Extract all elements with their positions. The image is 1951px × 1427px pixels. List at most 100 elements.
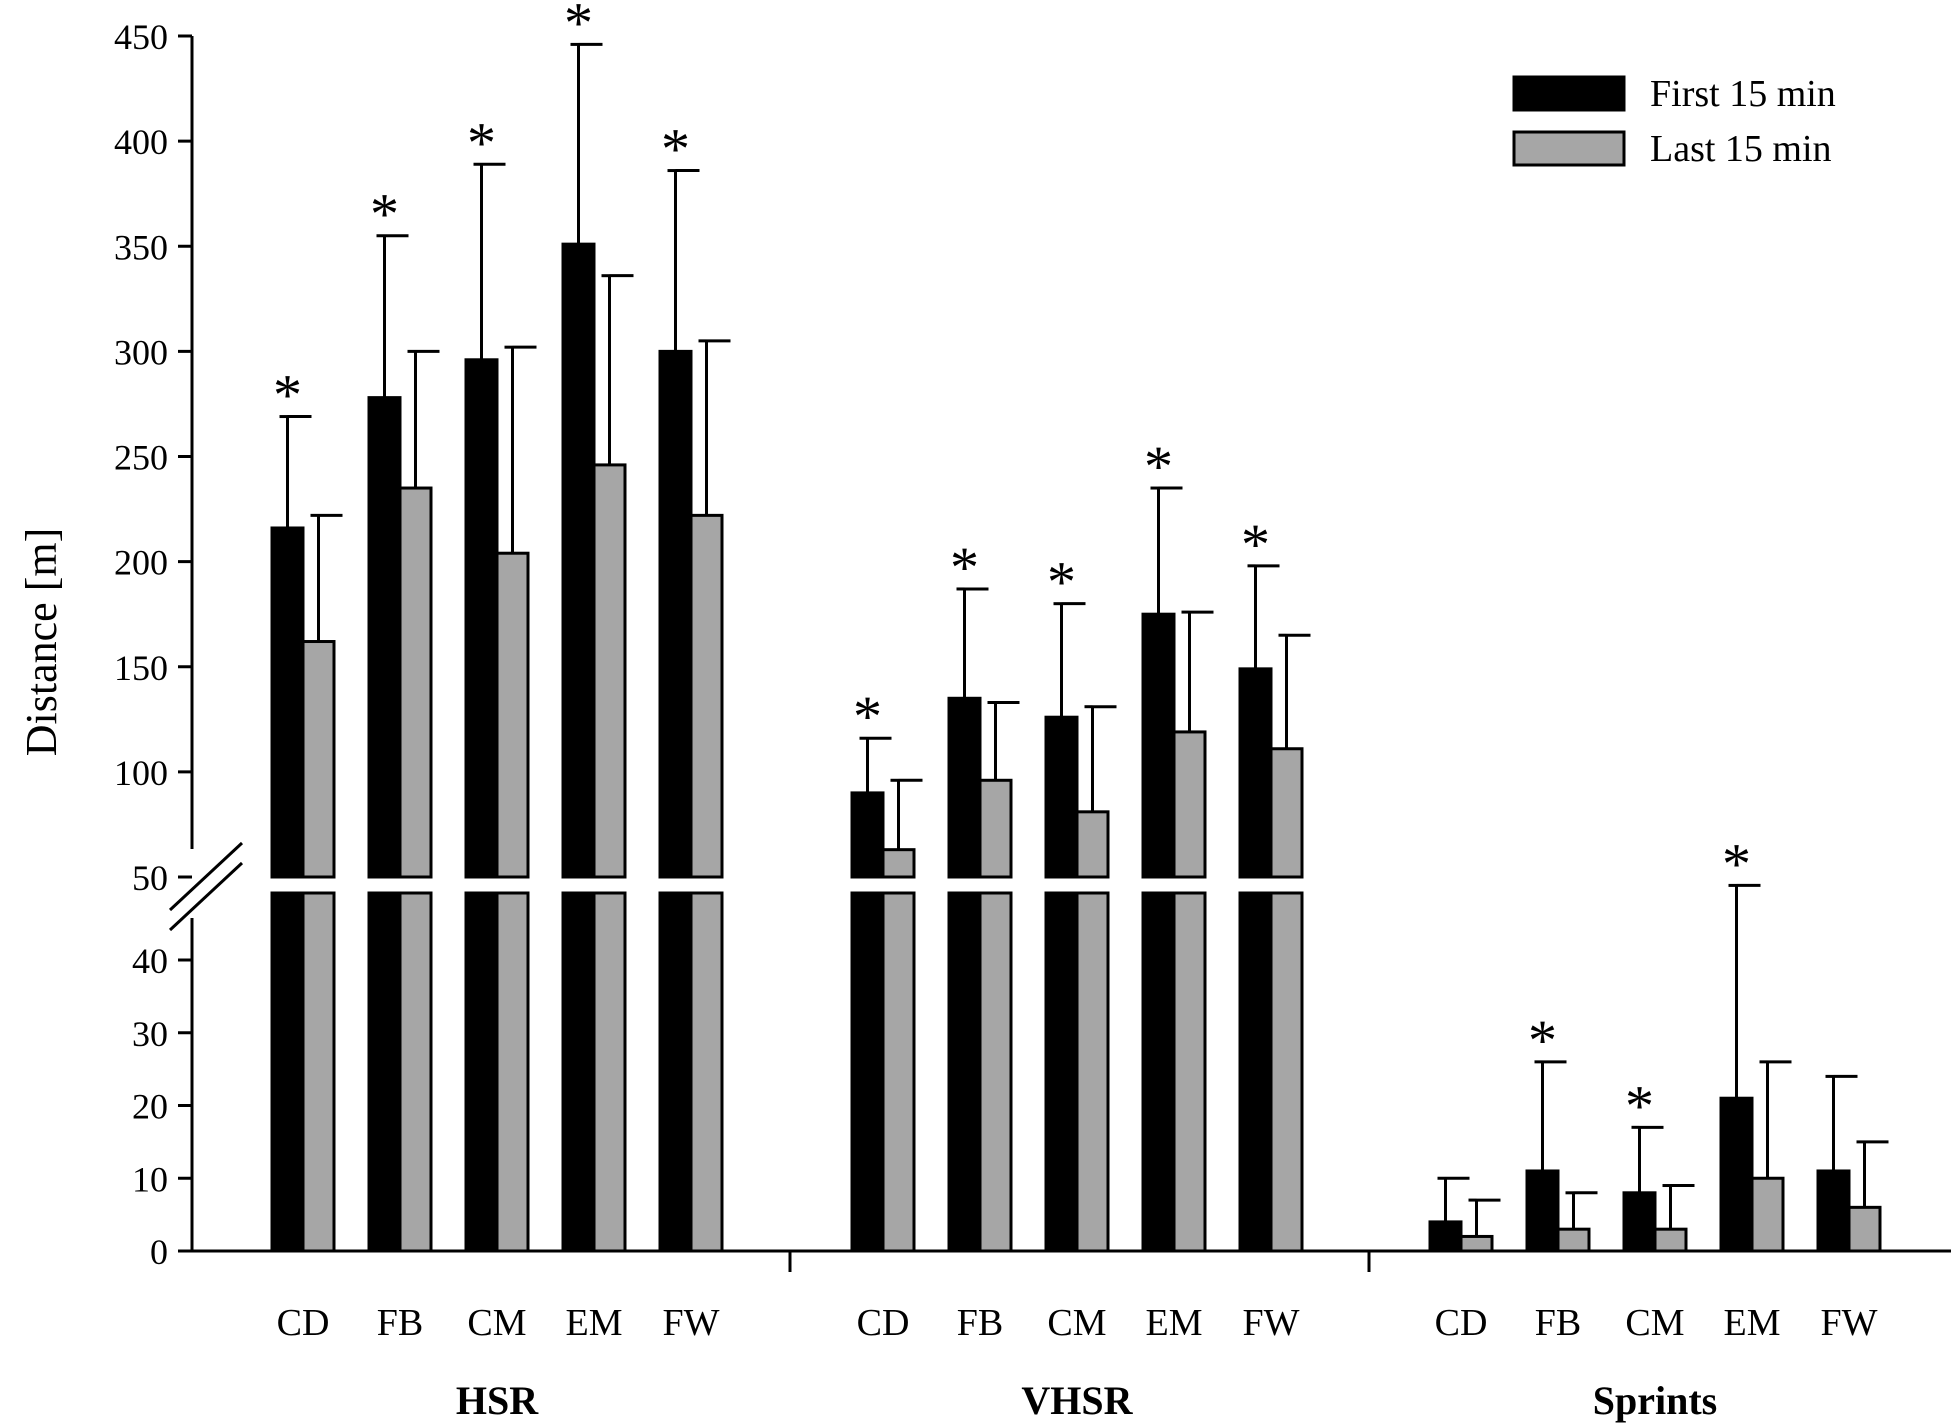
x-category-label: FW [1243, 1302, 1300, 1344]
first-15-bar [1238, 667, 1273, 879]
x-category-label: FB [1535, 1302, 1581, 1344]
first-15-bar [270, 526, 305, 879]
y-tick-label: 150 [114, 648, 168, 688]
significance-star: * [853, 684, 882, 749]
last-15-bar [978, 891, 1013, 1253]
first-15-bar [270, 891, 305, 1253]
first-15-bar [464, 891, 499, 1253]
first-15-bar [367, 396, 402, 879]
axis-break-mark [168, 841, 244, 912]
first-15-bar [1141, 891, 1176, 1253]
first-15-bar [658, 349, 693, 879]
y-tick-label: 450 [114, 17, 168, 57]
significance-star: * [1625, 1073, 1654, 1138]
y-tick-label: 50 [132, 858, 168, 898]
y-tick-label: 200 [114, 543, 168, 583]
significance-star: * [273, 363, 302, 428]
y-tick-label: 0 [150, 1232, 168, 1272]
significance-star: * [564, 0, 593, 55]
significance-star: * [467, 110, 496, 175]
y-tick-label: 20 [132, 1087, 168, 1127]
x-category-label: CD [277, 1302, 330, 1344]
last-15-bar [689, 513, 724, 879]
group-label: HSR [456, 1378, 539, 1423]
x-category-label: CD [857, 1302, 910, 1344]
x-category-label: FW [1821, 1302, 1878, 1344]
last-15-bar [495, 891, 530, 1253]
y-tick-label: 400 [114, 122, 168, 162]
significance-star: * [1241, 512, 1270, 577]
significance-star: * [950, 535, 979, 600]
labels-layer: 50 100 150 200 250 300 350 400 450 0 10 20 30 40 Dista… [17, 0, 1878, 1423]
first-15-bar [1238, 891, 1273, 1253]
last-15-bar [1556, 1227, 1591, 1253]
legend-label: Last 15 min [1650, 128, 1832, 170]
first-15-bar [1622, 1191, 1657, 1253]
last-15-bar [1075, 810, 1110, 879]
last-15-bar [978, 778, 1013, 879]
y-tick-label: 40 [132, 941, 168, 981]
first-15-bar [464, 358, 499, 879]
bars-layer [270, 42, 1889, 1253]
significance-star: * [1047, 550, 1076, 615]
x-category-label: CM [1625, 1302, 1684, 1344]
last-15-bar [592, 463, 627, 879]
legend-swatch [1512, 130, 1626, 167]
x-category-label: EM [566, 1302, 623, 1344]
significance-star: * [661, 117, 690, 182]
first-15-bar [561, 242, 596, 879]
last-15-bar [1847, 1205, 1882, 1253]
last-15-bar [301, 640, 336, 879]
last-15-bar [1750, 1176, 1785, 1253]
y-tick-label: 10 [132, 1159, 168, 1199]
significance-star: * [1144, 434, 1173, 499]
first-15-bar [850, 891, 885, 1253]
first-15-bar [561, 891, 596, 1253]
last-15-bar [398, 486, 433, 879]
first-15-bar [1816, 1169, 1851, 1253]
x-category-label: EM [1724, 1302, 1781, 1344]
first-15-bar [1719, 1096, 1754, 1253]
last-15-bar [301, 891, 336, 1253]
first-15-bar [947, 891, 982, 1253]
x-category-label: CD [1435, 1302, 1488, 1344]
x-category-label: CM [1047, 1302, 1106, 1344]
y-tick-label: 250 [114, 438, 168, 478]
first-15-bar [947, 696, 982, 879]
first-15-bar [367, 891, 402, 1253]
significance-star: * [370, 182, 399, 247]
significance-star: * [1528, 1008, 1557, 1073]
x-category-label: FB [957, 1302, 1003, 1344]
legend-label: First 15 min [1650, 73, 1836, 115]
group-label: VHSR [1021, 1378, 1133, 1423]
legend-swatch [1512, 75, 1626, 112]
last-15-bar [1269, 747, 1304, 879]
x-category-label: FW [663, 1302, 720, 1344]
last-15-bar [1269, 891, 1304, 1253]
first-15-bar [1044, 891, 1079, 1253]
last-15-bar [881, 848, 916, 879]
last-15-bar [689, 891, 724, 1253]
last-15-bar [1459, 1234, 1494, 1253]
y-tick-label: 300 [114, 332, 168, 372]
y-axis-title: Distance [m] [17, 528, 66, 756]
x-category-label: CM [467, 1302, 526, 1344]
last-15-bar [1172, 891, 1207, 1253]
x-category-label: FB [377, 1302, 423, 1344]
y-tick-label: 350 [114, 227, 168, 267]
last-15-bar [881, 891, 916, 1253]
group-label: Sprints [1593, 1378, 1718, 1423]
last-15-bar [1653, 1227, 1688, 1253]
y-tick-label: 30 [132, 1014, 168, 1054]
legend: First 15 min Last 15 min [1512, 73, 1836, 170]
first-15-bar [1525, 1169, 1560, 1253]
y-tick-label: 100 [114, 753, 168, 793]
last-15-bar [1172, 730, 1207, 879]
first-15-bar [1044, 715, 1079, 879]
last-15-bar [592, 891, 627, 1253]
last-15-bar [1075, 891, 1110, 1253]
first-15-bar [850, 791, 885, 879]
first-15-bar [1428, 1220, 1463, 1253]
first-15-bar [1141, 612, 1176, 879]
